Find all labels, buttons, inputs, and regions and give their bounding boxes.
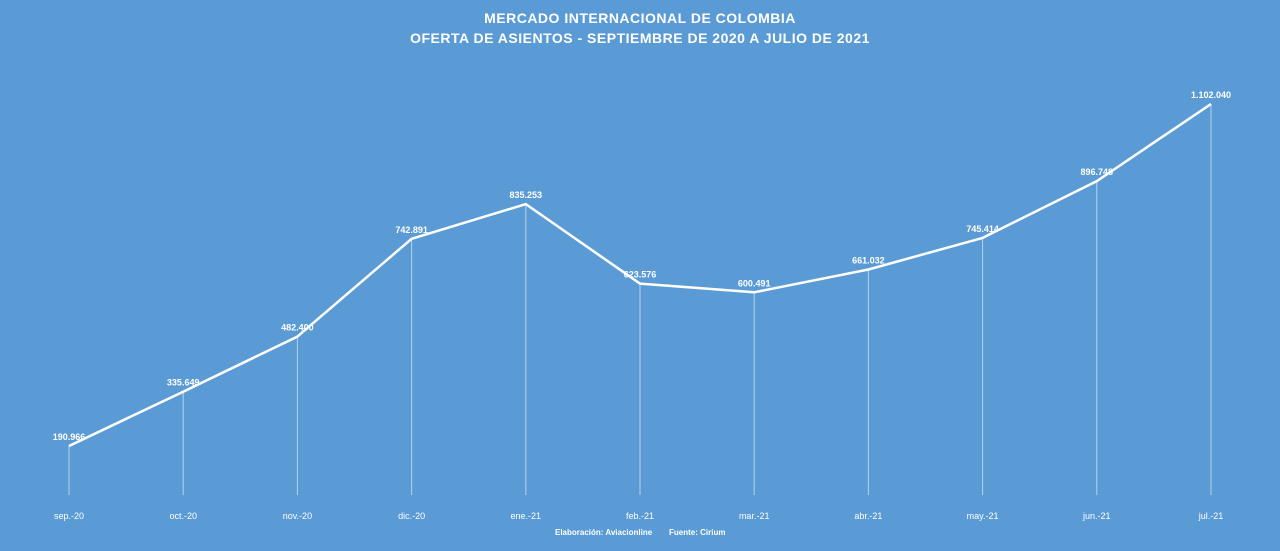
data-labels: 190.966 335.649 482.400 742.891 835.253 623.5… [53,90,1231,442]
data-label: 335.649 [167,378,200,388]
credit-elaboracion: Elaboración: Aviacionline [555,528,653,537]
data-label: 835.253 [510,190,543,200]
data-label: 600.491 [738,278,771,288]
x-tick-label: jun.-21 [1082,511,1111,521]
data-label: 742.891 [395,225,428,235]
x-axis-tick-labels: sep.-20 oct.-20 nov.-20 dic.-20 ene.-21 feb.-… [54,511,1223,521]
x-tick-label: ene.-21 [511,511,542,521]
x-tick-label: dic.-20 [398,511,425,521]
x-tick-label: nov.-20 [283,511,312,521]
x-tick-label: feb.-21 [626,511,654,521]
x-tick-label: sep.-20 [54,511,84,521]
drop-lines [68,104,1212,495]
chart-title: MERCADO INTERNACIONAL DE COLOMBIA [484,10,796,26]
series-line [68,102,1212,448]
data-label: 482.400 [281,323,314,333]
data-label: 745.414 [966,224,999,234]
x-tick-label: jul.-21 [1198,511,1224,521]
data-label: 1.102.040 [1191,90,1231,100]
data-label: 661.032 [852,256,885,266]
data-label: 623.576 [624,270,657,280]
data-label: 190.966 [53,432,86,442]
x-tick-label: oct.-20 [169,511,197,521]
chart-subtitle: OFERTA DE ASIENTOS - SEPTIEMBRE DE 2020 … [410,30,870,46]
x-tick-label: may.-21 [967,511,999,521]
x-tick-label: mar.-21 [739,511,770,521]
credit-fuente: Fuente: Cirium [669,528,725,537]
data-label: 896.748 [1081,167,1114,177]
x-tick-label: abr.-21 [854,511,882,521]
